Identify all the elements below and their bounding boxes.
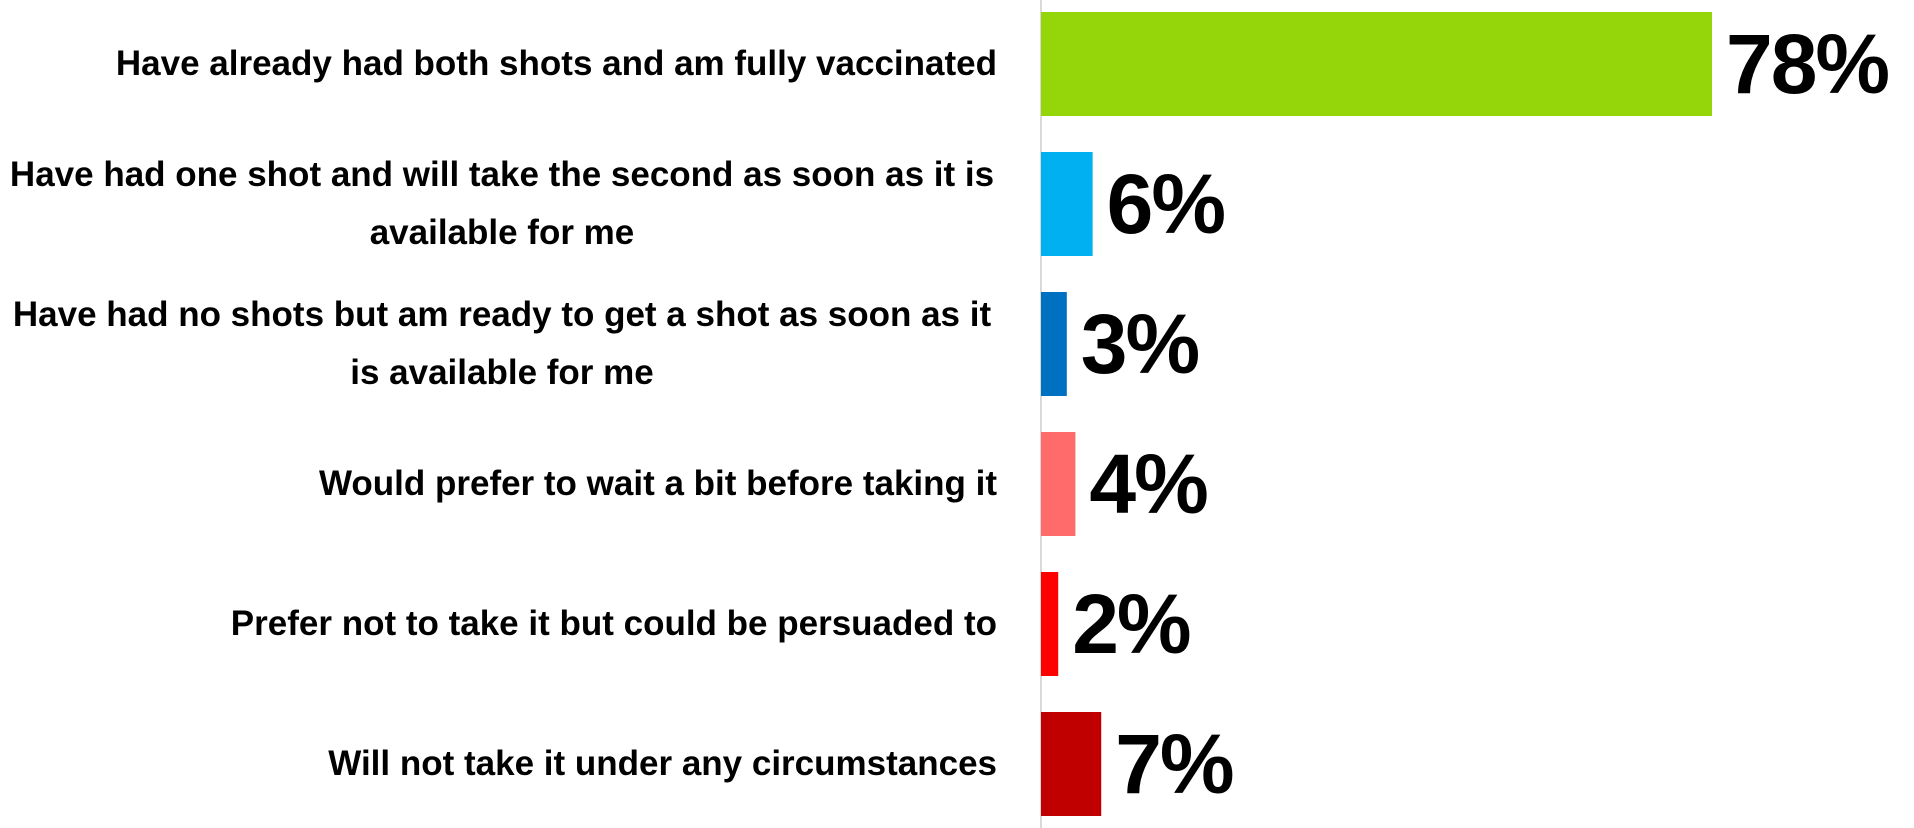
category-label-box: Have had no shots but am ready to get a … xyxy=(7,279,997,409)
value-label: 7% xyxy=(1115,717,1234,811)
bar xyxy=(1041,152,1093,256)
bar xyxy=(1041,432,1076,536)
category-label: Have had one shot and will take the seco… xyxy=(9,155,995,252)
value-label: 78% xyxy=(1726,17,1890,111)
category-label-box: Will not take it under any circumstances xyxy=(7,699,997,828)
category-label: Have had no shots but am ready to get a … xyxy=(12,295,992,392)
category-label: Would prefer to wait a bit before taking… xyxy=(318,464,997,503)
category-label-box: Have had one shot and will take the seco… xyxy=(7,139,997,269)
bar xyxy=(1041,292,1067,396)
category-label-box: Have already had both shots and am fully… xyxy=(7,0,997,129)
category-label: Prefer not to take it but could be persu… xyxy=(230,604,997,643)
value-label: 6% xyxy=(1106,157,1226,251)
category-label-box: Would prefer to wait a bit before taking… xyxy=(7,419,997,549)
value-label: 2% xyxy=(1072,577,1191,671)
bar xyxy=(1041,12,1712,116)
category-label-box: Prefer not to take it but could be persu… xyxy=(7,559,997,689)
bar xyxy=(1041,712,1102,816)
bar xyxy=(1041,572,1059,676)
category-label: Will not take it under any circumstances xyxy=(328,744,997,783)
category-label: Have already had both shots and am fully… xyxy=(115,44,997,83)
value-label: 3% xyxy=(1080,297,1200,391)
value-label: 4% xyxy=(1089,437,1208,531)
